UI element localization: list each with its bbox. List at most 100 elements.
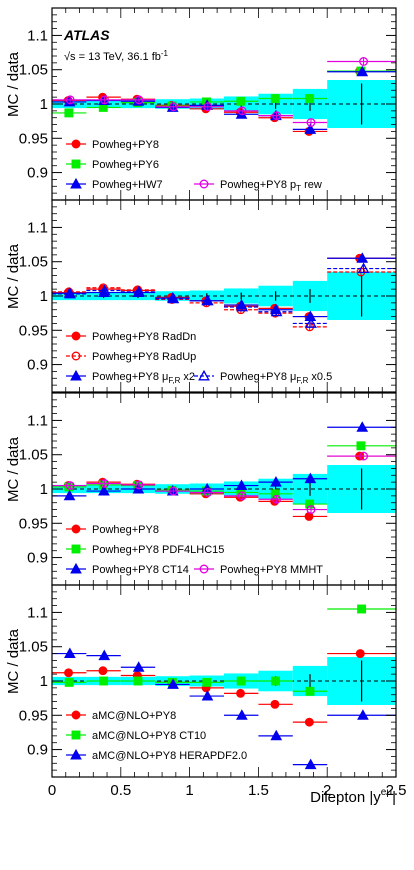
ratio-panel-2: 0.9 0.95 1 1.05 1.1 MC / data Powheg+PY8 RadDn… bbox=[5, 199, 397, 393]
ratio-panels: 0.9 0.95 1 1.05 1.1 MC / data Powheg+PY8 Powheg… bbox=[5, 7, 397, 778]
legend-label-main: aMC@NLO+PY8 bbox=[92, 710, 176, 722]
data-point bbox=[65, 95, 75, 105]
ratio-panel-4: 0.9 0.95 1 1.05 1.1 MC / data aMC@NLO+PY8 aMC@N… bbox=[5, 584, 397, 778]
ratio-panel-1: 0.9 0.95 1 1.05 1.1 MC / data Powheg+PY8 Powheg… bbox=[5, 7, 397, 201]
y-tick-label: 1.1 bbox=[27, 412, 48, 429]
legend-marker bbox=[71, 730, 81, 740]
data-point bbox=[270, 305, 283, 317]
legend-label: Powheg+PY8 μF,R x0.5 bbox=[220, 371, 332, 385]
legend-marker bbox=[198, 369, 210, 381]
legend-marker bbox=[71, 710, 81, 720]
x-axis-title: Dilepton |yeμ| bbox=[310, 787, 396, 806]
data-point bbox=[236, 709, 248, 720]
data-point bbox=[306, 505, 316, 515]
data-point bbox=[272, 111, 282, 121]
legend-marker bbox=[199, 179, 209, 189]
legend-label-main: Powheg+HW7 bbox=[92, 179, 163, 191]
legend-label: aMC@NLO+PY8 bbox=[92, 710, 176, 722]
data-point bbox=[270, 489, 280, 499]
data-point bbox=[167, 292, 180, 304]
x-axis: 0 0.5 1 1.5 2 2.5 bbox=[48, 782, 407, 799]
data-point bbox=[305, 686, 315, 696]
data-point bbox=[304, 717, 314, 727]
data-point bbox=[201, 294, 214, 306]
legend-label: Powheg+PY8 MMHT bbox=[220, 564, 323, 576]
data-point bbox=[168, 486, 178, 496]
legend-entry: Powheg+PY8 μF,R x0.5 bbox=[194, 369, 332, 385]
data-point bbox=[305, 94, 315, 103]
x-tick-label: 1.5 bbox=[248, 782, 269, 799]
data-point bbox=[356, 252, 369, 263]
legend-label-main: Powheg+PY8 RadUp bbox=[92, 351, 196, 363]
legend-label: Powheg+PY8 RadUp bbox=[92, 351, 196, 363]
data-point bbox=[236, 676, 246, 686]
legend-entry: Powheg+PY8 bbox=[66, 139, 159, 151]
data-point bbox=[270, 699, 280, 709]
data-point bbox=[304, 472, 317, 484]
data-point bbox=[236, 300, 249, 312]
y-tick-label: 0.9 bbox=[27, 165, 48, 182]
legend-marker bbox=[71, 139, 81, 149]
legend-label-end: rew bbox=[301, 179, 322, 191]
data-point bbox=[237, 491, 247, 501]
y-axis-title: MC / data bbox=[5, 628, 22, 694]
data-point bbox=[64, 108, 74, 118]
data-point bbox=[133, 285, 145, 297]
legend-marker bbox=[71, 351, 81, 361]
y-tick-label: 1.05 bbox=[19, 639, 48, 656]
legend-entry: Powheg+PY8 MMHT bbox=[194, 564, 323, 576]
legend-label-main: Powheg+PY8 p bbox=[220, 179, 296, 191]
x-axis-title-sup: eμ bbox=[381, 787, 393, 798]
legend-marker bbox=[71, 331, 81, 341]
data-point bbox=[236, 96, 246, 106]
legend-marker bbox=[70, 177, 82, 189]
legend-label-end: x0.5 bbox=[308, 371, 332, 383]
legend-entry: Powheg+PY6 bbox=[66, 159, 159, 171]
energy-lumi-text: √s = 13 TeV, 36.1 fb bbox=[64, 51, 161, 63]
legend-entry: Powheg+PY8 μF,R x2 bbox=[66, 369, 195, 385]
series-4 bbox=[52, 262, 396, 328]
x-tick-label: 1 bbox=[185, 782, 193, 799]
data-point bbox=[236, 688, 245, 698]
legend-label-main: Powheg+PY8 bbox=[92, 139, 159, 151]
x-tick-label: 2 bbox=[323, 782, 331, 799]
data-point bbox=[98, 484, 110, 496]
y-tick-label: 0.9 bbox=[27, 742, 48, 759]
data-point bbox=[359, 451, 369, 461]
legend-label-main: Powheg+PY8 MMHT bbox=[220, 564, 323, 576]
y-tick-label: 1.05 bbox=[19, 62, 48, 79]
x-tick-label: 2.5 bbox=[386, 782, 407, 799]
ratio-panel-3: 0.9 0.95 1 1.05 1.1 MC / data Powheg+PY8 Powheg… bbox=[5, 392, 397, 586]
legend-label: Powheg+PY8 RadDn bbox=[92, 331, 196, 343]
legend-marker bbox=[71, 524, 81, 534]
data-point bbox=[203, 487, 213, 497]
legend-entry: Powheg+PY8 bbox=[66, 524, 159, 536]
x-tick-label: 0.5 bbox=[110, 782, 131, 799]
y-tick-label: 1 bbox=[40, 96, 48, 113]
legend-label-main: Powheg+PY8 PDF4LHC15 bbox=[92, 544, 224, 556]
legend-marker bbox=[71, 544, 81, 554]
data-point bbox=[167, 678, 179, 689]
data-point bbox=[64, 668, 73, 678]
data-point bbox=[203, 102, 213, 112]
y-tick-label: 0.95 bbox=[19, 130, 48, 147]
energy-lumi-label: √s = 13 TeV, 36.1 fb-1 bbox=[64, 49, 169, 63]
legend-label: Powheg+PY8 bbox=[92, 524, 159, 536]
series-3 bbox=[52, 647, 396, 770]
legend-label-main: Powheg+PY8 RadDn bbox=[92, 331, 196, 343]
data-point bbox=[63, 489, 76, 501]
legend-label: Powheg+PY8 PDF4LHC15 bbox=[92, 544, 224, 556]
data-point bbox=[134, 480, 144, 490]
y-tick-label: 0.9 bbox=[27, 550, 48, 567]
legend-entry: Powheg+PY8 pT rew bbox=[194, 179, 322, 193]
legend-marker bbox=[70, 562, 82, 574]
legend-label-main: aMC@NLO+PY8 CT10 bbox=[92, 730, 206, 742]
data-point bbox=[64, 677, 74, 687]
data-point bbox=[304, 123, 317, 134]
legend-label: Powheg+PY6 bbox=[92, 159, 159, 171]
data-point bbox=[235, 479, 248, 491]
legend-label: Powheg+HW7 bbox=[92, 179, 163, 191]
data-point bbox=[357, 262, 370, 274]
series-4 bbox=[52, 451, 396, 515]
atlas-label: ATLAS bbox=[63, 27, 110, 43]
